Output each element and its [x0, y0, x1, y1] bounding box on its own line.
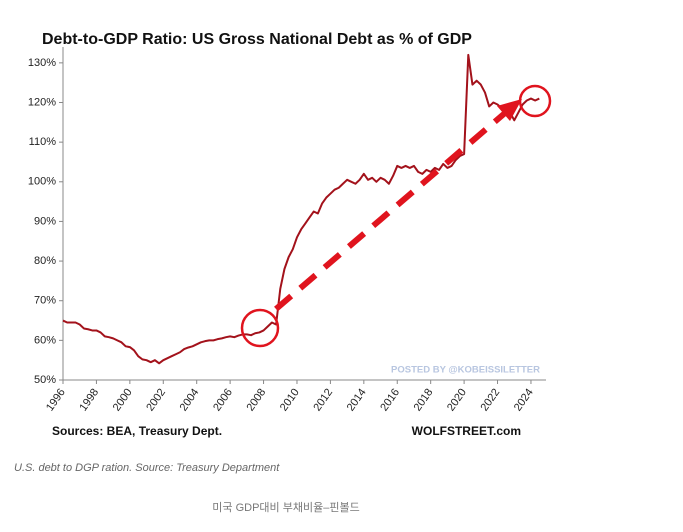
- footer: 미국 GDP대비 부채비율–핀볼드: [212, 501, 359, 514]
- data-line: [62, 53, 540, 365]
- trend-arrow: [274, 110, 507, 312]
- x-tick-label: 2014: [345, 387, 369, 414]
- caption: U.S. debt to DGP ration. Source: Treasur…: [14, 462, 280, 474]
- source: Sources: BEA, Treasury Dept.: [52, 424, 222, 438]
- brand: WOLFSTREET.com: [412, 424, 521, 438]
- x-tick-label: 2004: [178, 387, 202, 414]
- y-tick-label: 50%: [34, 374, 56, 386]
- x-tick-label: 2002: [144, 387, 168, 414]
- y-tick-label: 70%: [34, 295, 56, 307]
- x-tick-label: 2006: [211, 387, 235, 414]
- chart-title: Debt-to-GDP Ratio: US Gross National Deb…: [42, 31, 472, 48]
- y-tick-label: 130%: [28, 57, 56, 69]
- x-tick-label: 1998: [77, 387, 101, 414]
- highlight-circle: [518, 84, 552, 118]
- x-tick-label: 2020: [445, 387, 469, 414]
- arrow-head: [497, 99, 522, 121]
- y-tick-label: 60%: [34, 334, 56, 346]
- y-tick-label: 120%: [28, 96, 56, 108]
- y-tick-label: 110%: [29, 136, 57, 148]
- x-tick-label: 1996: [44, 387, 68, 414]
- x-tick-label: 2024: [512, 387, 536, 414]
- x-tick-label: 2000: [111, 387, 135, 414]
- x-tick-label: 2010: [278, 387, 302, 414]
- x-tick-label: 2008: [245, 387, 269, 414]
- x-tick-label: 2022: [478, 387, 502, 414]
- y-tick-label: 80%: [34, 255, 56, 267]
- watermark: POSTED BY @KOBEISSILETTER: [391, 365, 540, 376]
- x-tick-label: 2016: [378, 387, 402, 414]
- y-tick-label: 100%: [28, 176, 56, 188]
- highlight-circle: [240, 308, 280, 348]
- plot: 50% 60% 70% 80% 90% 100% 110% 120% 130% 1996 1998 2…: [28, 53, 540, 414]
- y-tick-label: 90%: [34, 215, 56, 227]
- x-tick-label: 2018: [412, 387, 436, 414]
- x-tick-label: 2012: [311, 387, 335, 414]
